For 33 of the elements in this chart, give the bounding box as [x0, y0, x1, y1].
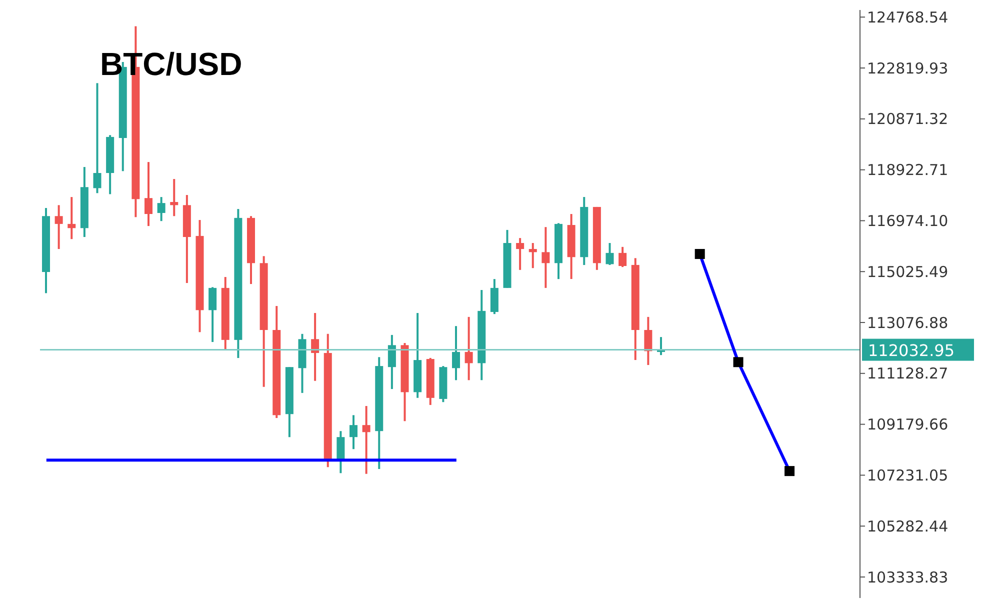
candlestick	[452, 325, 460, 382]
candlestick	[516, 237, 524, 271]
y-tick-label: 124768.54	[867, 8, 948, 26]
candlestick	[606, 242, 614, 266]
y-tick-label: 107231.05	[867, 466, 948, 485]
candlestick	[618, 246, 627, 268]
ref-line-label: 112032.95	[868, 340, 955, 360]
y-tick-label: 116974.10	[867, 212, 948, 230]
candlestick	[68, 196, 76, 240]
y-tick-label: 122819.93	[867, 59, 948, 78]
y-tick-label: 105282.44	[867, 517, 948, 536]
y-tick-label: 111128.27	[867, 364, 948, 383]
candlestick	[528, 242, 537, 270]
candlestick	[93, 82, 102, 194]
candlestick	[157, 196, 166, 222]
candlestick	[350, 414, 358, 450]
candlestick	[644, 316, 652, 366]
candlestick	[144, 161, 152, 228]
candlestick	[54, 204, 63, 250]
candlestick	[336, 430, 345, 474]
y-tick-label: 115025.49	[867, 262, 948, 281]
candlestick	[542, 226, 550, 289]
y-tick-label: 109179.66	[867, 416, 948, 434]
candlestick	[311, 312, 320, 382]
candlestick	[464, 316, 473, 382]
candlestick	[208, 286, 217, 344]
y-tick-label: 118922.71	[867, 161, 948, 180]
y-tick-label: 120871.32	[867, 110, 948, 128]
candlestick	[388, 334, 396, 390]
candlestick	[362, 405, 370, 475]
candlestick	[170, 178, 178, 218]
y-tick-label: 113076.88	[867, 314, 948, 332]
y-tick-label: 103333.83	[867, 568, 948, 586]
